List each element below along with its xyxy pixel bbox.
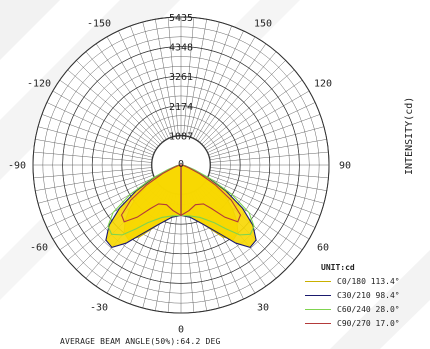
major-ring bbox=[121, 105, 241, 225]
legend-item: C90/270 17.0° bbox=[305, 316, 430, 330]
y-axis-label: INTENSITY(cd) bbox=[404, 96, 415, 175]
legend-label: C90/270 17.0° bbox=[337, 318, 400, 328]
legend-label: C60/240 28.0° bbox=[337, 304, 400, 314]
major-ring bbox=[62, 46, 300, 284]
legend-swatch bbox=[305, 322, 331, 324]
legend-label: C0/180 113.4° bbox=[337, 276, 400, 286]
angle-label: -60 bbox=[30, 243, 48, 254]
angle-label: 60 bbox=[317, 243, 329, 254]
series-lobe bbox=[120, 164, 182, 223]
major-ring bbox=[32, 16, 330, 314]
angle-label: 150 bbox=[254, 19, 272, 30]
major-ring bbox=[91, 75, 271, 255]
legend-swatch bbox=[305, 294, 331, 296]
ring-value-label: 2174 bbox=[169, 102, 193, 113]
angle-label: 30 bbox=[257, 303, 269, 314]
ring-gridline bbox=[82, 66, 280, 264]
legend-swatch bbox=[305, 280, 331, 282]
legend-item: C30/210 98.4° bbox=[305, 288, 430, 302]
legend-label: C30/210 98.4° bbox=[337, 290, 400, 300]
legend: C0/180 113.4° C30/210 98.4° C60/240 28.0… bbox=[305, 274, 430, 330]
ring-gridline bbox=[42, 26, 320, 304]
ring-value-label: 3261 bbox=[169, 72, 193, 83]
beam-angle-caption: AVERAGE BEAM ANGLE(50%):64.2 DEG bbox=[60, 337, 221, 346]
legend-item: C60/240 28.0° bbox=[305, 302, 430, 316]
ring-gridline bbox=[111, 95, 251, 235]
angle-label: 0 bbox=[178, 325, 184, 336]
ring-value-label: 4348 bbox=[169, 43, 193, 54]
legend-item: C0/180 113.4° bbox=[305, 274, 430, 288]
ring-gridline bbox=[52, 36, 310, 294]
angle-label: -30 bbox=[90, 303, 108, 314]
ring-value-label: 5435 bbox=[169, 13, 193, 24]
angle-label: -120 bbox=[27, 79, 51, 90]
unit-label: UNIT:cd bbox=[321, 263, 355, 272]
ring-gridline bbox=[101, 85, 261, 245]
center-label: 0 bbox=[178, 159, 184, 170]
legend-swatch bbox=[305, 308, 331, 310]
angle-label: -150 bbox=[87, 19, 111, 30]
angle-label: 120 bbox=[314, 79, 332, 90]
ring-gridline bbox=[72, 56, 290, 274]
angle-label: -90 bbox=[8, 161, 26, 172]
angle-label: 90 bbox=[339, 161, 351, 172]
ring-value-label: 1087 bbox=[169, 131, 193, 142]
series-lobe bbox=[180, 164, 242, 223]
